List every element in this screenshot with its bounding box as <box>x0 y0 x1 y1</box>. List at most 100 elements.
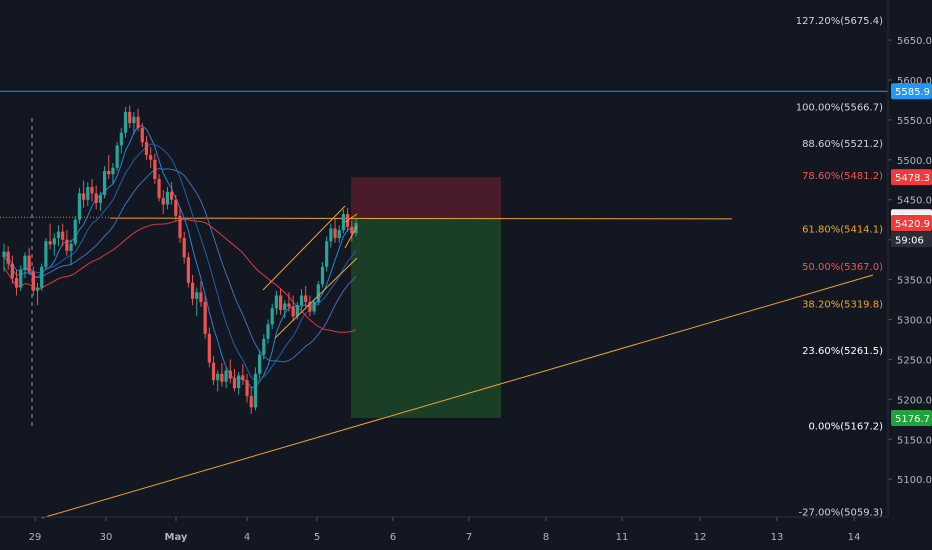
candle-body <box>123 111 128 133</box>
fib-level-label: 88.60%(5521.2) <box>802 139 883 150</box>
candle-body <box>262 338 266 355</box>
price-badge-red <box>891 214 932 231</box>
candle-body <box>312 301 316 312</box>
candle-body <box>258 354 262 374</box>
candle-body <box>253 373 258 408</box>
candle-body <box>165 191 170 205</box>
candle-body <box>224 370 228 382</box>
candle-body <box>161 198 165 205</box>
candle-body <box>249 396 253 408</box>
fib-level-label: 23.60%(5261.5) <box>802 346 883 357</box>
candle-body <box>350 226 354 234</box>
candle-body <box>69 243 73 251</box>
channel-lower-line[interactable] <box>274 257 358 339</box>
candle-body <box>10 263 14 278</box>
fib-level-label: 61.80%(5414.1) <box>802 224 883 235</box>
time-tick-label: 4 <box>244 532 250 543</box>
candle-body <box>115 145 119 168</box>
time-tick-label: 12 <box>694 532 707 543</box>
candle-body <box>19 269 23 288</box>
time-tick-label: 11 <box>616 532 629 543</box>
time-tick-label: 8 <box>543 532 549 543</box>
price-tick-label: 5300.0 <box>897 316 932 327</box>
ma-medium-line <box>3 143 357 382</box>
price-badge-label: 5420.9 <box>895 219 930 230</box>
candle-body <box>211 362 216 381</box>
candle-body <box>325 241 329 267</box>
price-tick-label: 5500.0 <box>897 156 932 167</box>
candle-body <box>291 306 295 317</box>
time-tick-label: 13 <box>771 532 784 543</box>
price-tick-label: 5550.0 <box>897 116 932 127</box>
candle-body <box>61 231 65 240</box>
candle-body <box>77 193 82 220</box>
resistance-line[interactable] <box>109 217 733 220</box>
channel-upper-line[interactable] <box>262 205 346 291</box>
candle-body <box>149 155 153 160</box>
fib-level-label: 0.00%(5167.2) <box>808 422 883 433</box>
price-badge-neutral <box>891 231 932 248</box>
candle-body <box>153 159 157 179</box>
time-tick-label: 7 <box>466 532 472 543</box>
fib-levels: 127.20%(5675.4) 100.00%(5566.7) 88.60%(552… <box>796 16 883 519</box>
time-tick-label: 5 <box>314 532 320 543</box>
candle-body <box>274 295 278 309</box>
candle-body <box>73 219 77 244</box>
price-badge-label: 5176.7 <box>895 414 930 425</box>
candle-body <box>316 284 320 302</box>
long-trendline[interactable] <box>41 274 874 519</box>
candlesticks <box>2 105 358 414</box>
candle-body <box>299 295 304 306</box>
candle-body <box>82 193 86 200</box>
candle-body <box>94 193 98 203</box>
price-badge-blue <box>891 83 932 100</box>
take-profit-zone[interactable] <box>351 217 501 418</box>
candle-body <box>107 170 111 175</box>
candle-body <box>98 194 102 203</box>
candle-body <box>90 186 94 194</box>
price-axis[interactable]: 5650.05600.05550.05500.05450.05400.05350… <box>887 0 932 517</box>
candle-body <box>341 214 346 231</box>
price-tick-label: 5150.0 <box>897 435 932 446</box>
time-tick-label: May <box>165 532 188 543</box>
candle-body <box>102 170 107 195</box>
candle-body <box>2 251 6 258</box>
time-axis[interactable]: 29 30 May 4 5 6 7 8 11 12 13 14 <box>0 516 888 543</box>
price-tick-label: 5100.0 <box>897 475 932 486</box>
candle-body <box>40 266 44 288</box>
candle-body <box>65 239 69 251</box>
rising-channel[interactable] <box>262 205 358 339</box>
time-tick-label: 29 <box>29 532 42 543</box>
candle-body <box>190 282 195 299</box>
candle-body <box>283 303 287 310</box>
candle-body <box>186 257 190 283</box>
fib-level-label: 100.00%(5566.7) <box>796 103 883 114</box>
position-tool[interactable] <box>351 177 501 418</box>
candle-body <box>56 231 61 239</box>
time-tick-label: 6 <box>390 532 396 543</box>
flag-lower-line[interactable] <box>344 225 358 249</box>
candle-body <box>132 116 136 124</box>
time-tick-label: 14 <box>848 532 861 543</box>
candle-body <box>174 199 178 216</box>
candle-body <box>27 255 31 272</box>
candle-body <box>266 324 270 339</box>
candle-body <box>237 375 241 389</box>
price-tick-label: 5350.0 <box>897 276 932 287</box>
candle-body <box>337 230 341 239</box>
drawing-lines[interactable] <box>0 90 888 519</box>
flag-upper-line[interactable] <box>344 213 358 223</box>
stop-loss-zone[interactable] <box>351 177 501 218</box>
time-tick-label: 30 <box>100 532 113 543</box>
candle-body <box>44 241 48 267</box>
price-badge-label: 5478.3 <box>895 173 930 184</box>
fib-level-label: 50.00%(5367.0) <box>802 262 883 273</box>
fib-level-label: 127.20%(5675.4) <box>796 16 883 27</box>
candle-body <box>241 375 245 381</box>
candle-body <box>333 228 337 239</box>
candle-body <box>136 116 140 128</box>
candle-body <box>207 333 211 363</box>
candle-body <box>52 238 56 245</box>
